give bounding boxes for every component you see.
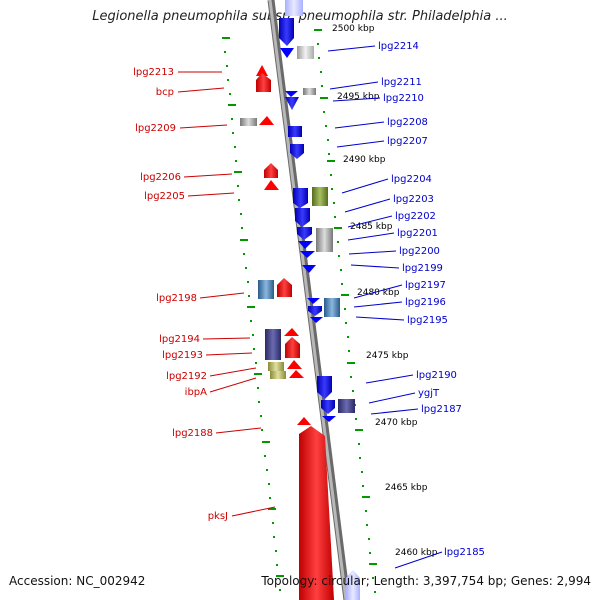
kbp-label: 2475 kbp [366,351,409,361]
genome-info-label: Topology: circular; Length: 3,397,754 bp… [261,574,591,588]
kbp-label: 2470 kbp [375,418,418,428]
kbp-label: 2485 kbp [350,222,393,232]
kbp-label: 2490 kbp [343,155,386,165]
gene-block-lpg2214 [297,46,314,59]
gene-arrow-lpg2197 [307,298,320,304]
gene-block-lpg2209 [240,118,257,126]
gene-block-lpg2198 [258,280,274,299]
gene-arrow-lpg2192b [287,360,302,369]
gene-label-lpg2185[interactable]: lpg2185 [444,547,485,558]
gene-arrow-lpg2196 [308,306,322,316]
gene-label-lpg2190[interactable]: lpg2190 [416,370,457,381]
gene-arrow-top [279,18,294,46]
gene-arrow-lpg2207 [290,144,304,159]
right-gene-labels: lpg2214 lpg2211 lpg2210 lpg2208 lpg2207 … [378,41,485,558]
gene-label-lpg2205[interactable]: lpg2205 [144,191,185,202]
forward-strand-features [240,65,334,600]
gene-arrow-lpg2214a [280,48,294,58]
left-gene-labels: lpg2213 bcp lpg2209 lpg2206 lpg2205 lpg2… [133,67,228,522]
gene-block-ibpA [270,371,286,379]
left-leader-lines [177,71,276,517]
left-tick-ruler [222,37,284,591]
gene-arrow-lpg2198b [277,278,292,297]
gene-block-lpg2196 [324,298,340,317]
gene-label-lpg2192[interactable]: lpg2192 [166,371,207,382]
gene-block-lpg2194 [265,329,281,360]
gene-arrow-lpg2208 [288,126,302,137]
gene-label-lpg2208[interactable]: lpg2208 [387,117,428,128]
gene-arrow-lpg2190 [317,376,332,399]
gene-label-ygjT[interactable]: ygjT [418,388,440,399]
gene-label-lpg2211[interactable]: lpg2211 [381,77,422,88]
gene-label-lpg2210[interactable]: lpg2210 [383,93,424,104]
gene-arrow-lpg2205 [264,180,279,190]
gene-block-lpg2192 [268,362,284,371]
gene-block-top [285,0,303,16]
kbp-label: 2495 kbp [337,92,380,102]
gene-label-bcp[interactable]: bcp [156,87,174,98]
gene-label-lpg2201[interactable]: lpg2201 [397,228,438,239]
gene-label-lpg2196[interactable]: lpg2196 [405,297,446,308]
gene-label-ibpA[interactable]: ibpA [185,387,207,398]
gene-arrow-lpg2213 [256,65,268,76]
gene-label-lpg2204[interactable]: lpg2204 [391,174,432,185]
gene-arrow-lpg2202 [297,227,312,240]
gene-arrow-lpg2211 [285,91,298,97]
gene-arrow-lpg2199b [302,265,316,273]
gene-arrow-lpg2203 [295,208,310,227]
gene-label-lpg2213[interactable]: lpg2213 [133,67,174,78]
gene-label-lpg2197[interactable]: lpg2197 [405,280,446,291]
gene-arrow-lpg2188 [297,417,311,425]
gene-arrow-bcp [256,73,271,92]
gene-arrow-lpg2185 [346,570,360,600]
gene-block-ygjT [338,399,355,413]
gene-label-lpg2199[interactable]: lpg2199 [402,263,443,274]
right-leader-lines [327,45,443,569]
gene-label-lpg2214[interactable]: lpg2214 [378,41,419,52]
kbp-label: 2460 kbp [395,548,438,558]
kbp-labels: 2500 kbp 2495 kbp 2490 kbp 2485 kbp 2480… [332,24,438,558]
gene-arrow-lpg2195 [310,317,323,323]
gene-label-lpg2200[interactable]: lpg2200 [399,246,440,257]
gene-arrow-lpg2193 [285,337,300,358]
gene-arrow-ygjT [321,400,335,414]
kbp-label: 2500 kbp [332,24,375,34]
gene-label-lpg2193[interactable]: lpg2193 [162,350,203,361]
gene-arrow-lpg2199a [300,251,315,258]
right-tick-ruler [314,29,377,593]
gene-label-lpg2198[interactable]: lpg2198 [156,293,197,304]
gene-block-lpg2211 [303,88,316,95]
reverse-strand-features [279,0,360,600]
gene-arrow-lpg2206 [264,163,278,178]
gene-label-lpg2194[interactable]: lpg2194 [159,334,200,345]
gene-label-lpg2187[interactable]: lpg2187 [421,404,462,415]
gene-arrow-lpg2194b [284,328,299,336]
gene-arrow-lpg2204 [293,188,308,208]
gene-arrow-pksJ [299,426,334,600]
gene-arrow-lpg2209b [259,116,274,125]
gene-label-lpg2209[interactable]: lpg2209 [135,123,176,134]
gene-block-lpg2204 [312,187,328,206]
gene-arrow-lpg2210 [285,97,299,110]
map-title: Legionella pneumophila subsp. pneumophil… [92,9,508,24]
gene-block-lpg2201 [316,228,333,252]
gene-arrow-lpg2200 [298,241,313,249]
gene-label-lpg2202[interactable]: lpg2202 [395,211,436,222]
gene-arrow-ibpA [289,370,304,378]
gene-label-lpg2207[interactable]: lpg2207 [387,136,428,147]
kbp-label: 2480 kbp [357,288,400,298]
gene-label-lpg2188[interactable]: lpg2188 [172,428,213,439]
gene-label-lpg2206[interactable]: lpg2206 [140,172,181,183]
gene-label-lpg2195[interactable]: lpg2195 [407,315,448,326]
gene-label-lpg2203[interactable]: lpg2203 [393,194,434,205]
gene-arrow-lpg2187 [322,416,336,422]
gene-label-pksJ[interactable]: pksJ [208,511,228,522]
accession-label: Accession: NC_002942 [9,574,146,588]
kbp-label: 2465 kbp [385,483,428,493]
